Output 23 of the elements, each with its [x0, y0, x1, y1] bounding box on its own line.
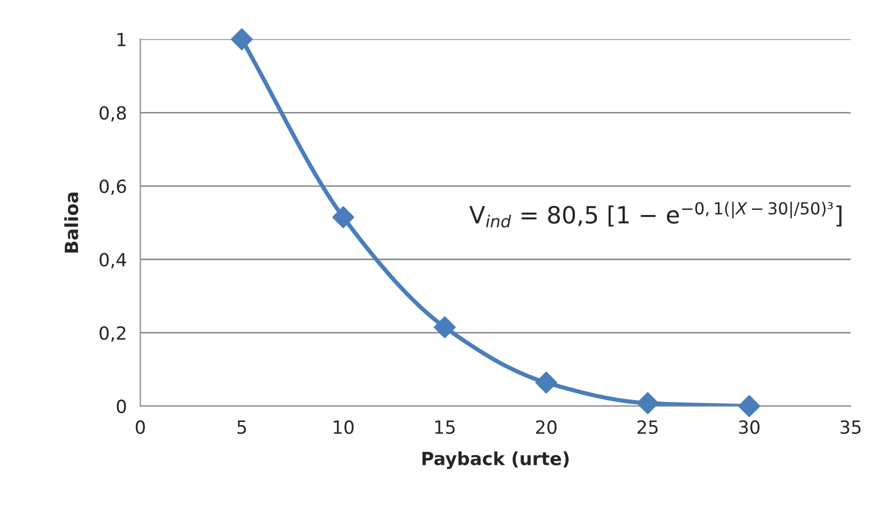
y-axis-title: Balioa	[64, 192, 78, 252]
x-tick-label: 20	[536, 420, 557, 434]
y-tick-label: 0	[116, 400, 126, 414]
x-tick-label: 15	[435, 420, 455, 434]
x-tick-label: 25	[638, 420, 658, 434]
x-tick-label: 5	[237, 420, 246, 434]
point	[230, 28, 253, 50]
x-tick-label: 10	[334, 420, 354, 434]
y-tick-label: 0,4	[100, 252, 126, 268]
annotation: V$_{ind}$ = 80,5 [1 − e$^{−0,1(|X−30|/50)³}$]	[469, 202, 842, 228]
point	[332, 206, 354, 228]
x-tick-label: 35	[840, 420, 861, 434]
x-tick-label: 0	[136, 420, 145, 434]
point	[738, 395, 760, 418]
y-tick-label: 0,6	[100, 179, 126, 195]
y-tick-label: 0,8	[100, 106, 126, 122]
point	[434, 316, 456, 338]
point	[636, 392, 659, 414]
y-tick-label: 1	[118, 32, 126, 46]
point	[535, 372, 558, 394]
y-tick-label: 0,2	[100, 326, 126, 342]
x-axis-title: Payback (urte)	[422, 451, 569, 469]
x-tick-label: 30	[739, 420, 760, 434]
